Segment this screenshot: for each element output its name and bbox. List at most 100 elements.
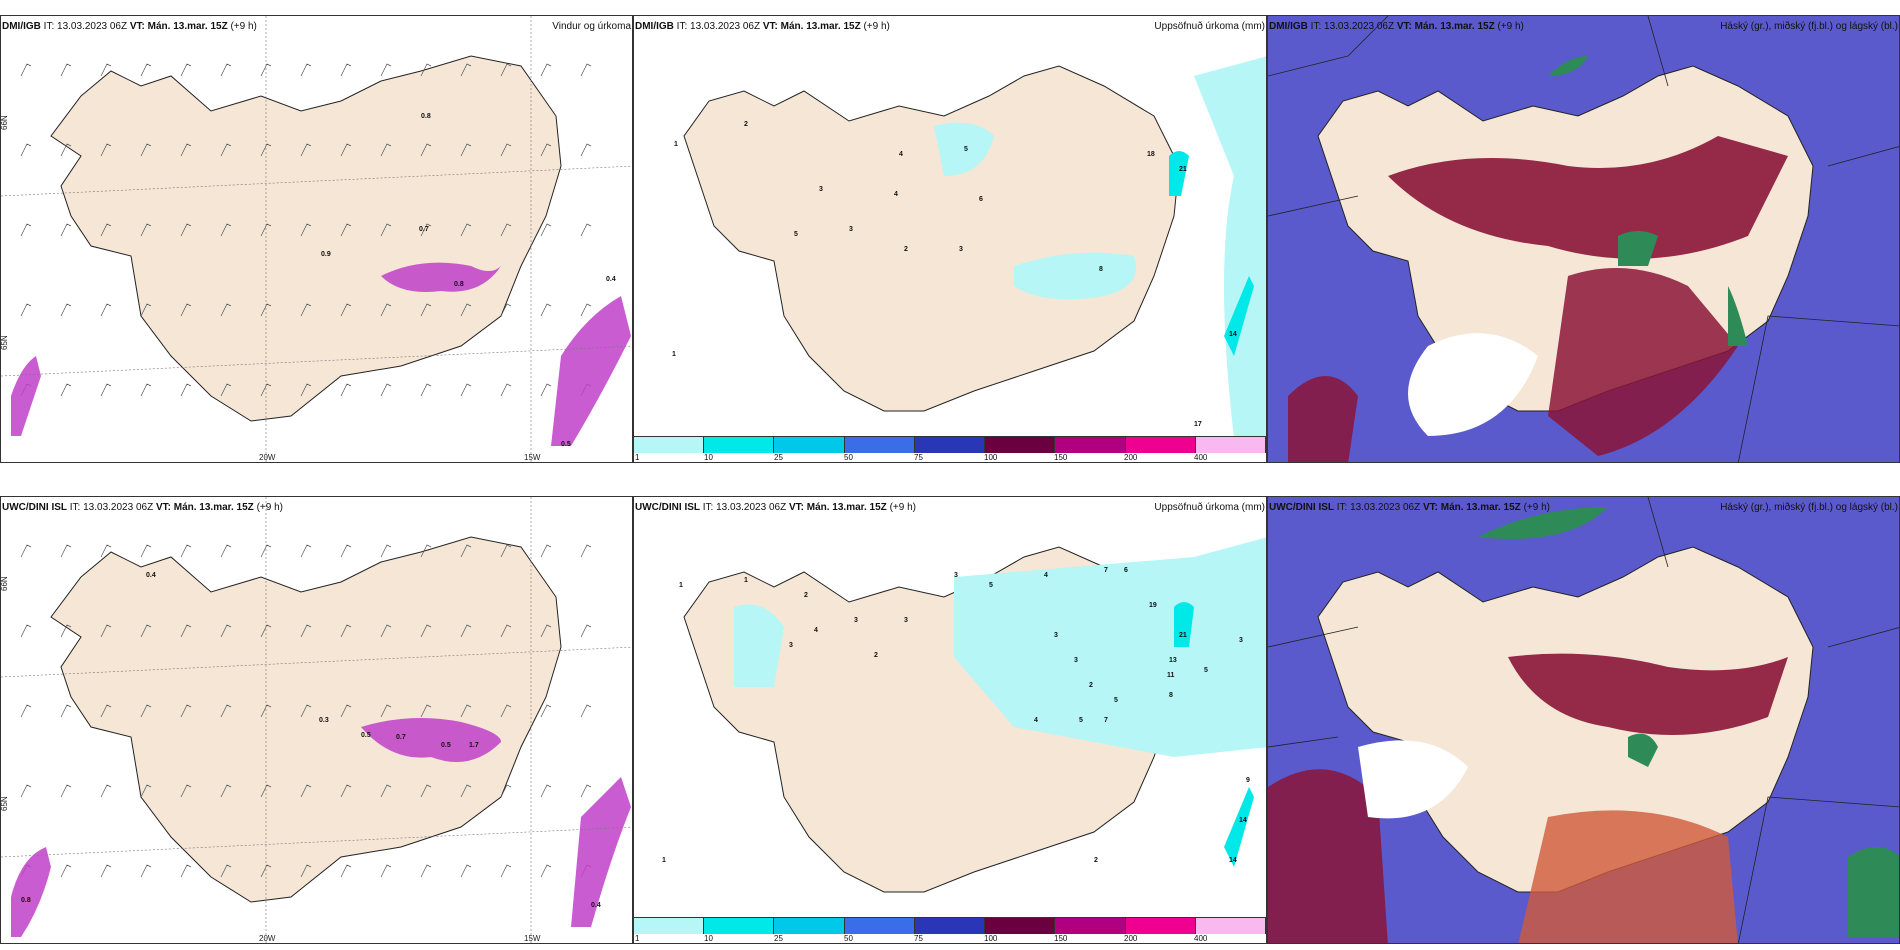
vt-label: VT: [762, 21, 778, 32]
legend-swatch [1125, 918, 1196, 934]
precip-value: 4 [894, 191, 898, 198]
wind-value: 0.9 [321, 251, 331, 258]
panel-precip-top: 1 2 3 4 5 3 4 6 5 2 3 18 21 8 14 17 1 1 [633, 15, 1267, 463]
legend-swatch [634, 918, 705, 934]
vt-value: Mán. 13.mar. 15Z [1414, 21, 1495, 32]
legend-label: 10 [704, 934, 713, 943]
panel-title: Háský (gr.), miðský (fj.bl.) og lágský (… [1720, 21, 1898, 32]
it-value: 13.03.2023 06Z [1350, 502, 1421, 513]
it-label: IT: [69, 502, 81, 513]
legend-swatch [774, 437, 845, 453]
precip-value: 3 [1054, 632, 1058, 639]
vt-label: VT: [1422, 502, 1438, 513]
legend-swatch [1195, 437, 1266, 453]
vt-value: Mán. 13.mar. 15Z [780, 21, 861, 32]
it-value: 13.03.2023 06Z [57, 21, 128, 32]
wind-value: 0.8 [421, 113, 431, 120]
precip-value: 3 [904, 617, 908, 624]
lead-time: (+9 h) [256, 502, 283, 513]
legend-label: 100 [984, 934, 998, 943]
legend-labels: 1 10 25 50 75 100 150 200 400 [634, 453, 1266, 462]
lon-15w-label: 15W [524, 934, 541, 943]
legend-label: 75 [914, 934, 923, 943]
legend-label: 75 [914, 453, 923, 462]
legend-label: 200 [1124, 934, 1138, 943]
legend-color-bar [634, 436, 1266, 453]
vt-label: VT: [788, 502, 804, 513]
legend-swatch [1055, 918, 1126, 934]
it-label: IT: [676, 21, 688, 32]
precip-value: 5 [1114, 697, 1118, 704]
legend-swatch [914, 918, 986, 934]
lat-65n-label: 65N [1, 796, 9, 811]
it-label: IT: [1336, 502, 1348, 513]
legend-swatch [634, 437, 705, 453]
precip-value: 6 [1124, 567, 1128, 574]
legend-swatch [844, 918, 915, 934]
it-label: IT: [702, 502, 714, 513]
wind-value: 0.5 [561, 441, 571, 448]
precip-value: 3 [959, 246, 963, 253]
precip-value: 3 [1239, 637, 1243, 644]
precip-map-top: 1 2 3 4 5 3 4 6 5 2 3 18 21 8 14 17 1 [634, 16, 1266, 438]
vt-label: VT: [129, 21, 145, 32]
it-value: 13.03.2023 06Z [690, 21, 761, 32]
panel-cloud-top [1267, 15, 1900, 463]
lat-66n-label: 66N [1, 115, 9, 130]
wind-value: 0.4 [591, 902, 601, 909]
legend-swatch [1125, 437, 1196, 453]
precip-value: 17 [1194, 421, 1202, 428]
precip-value: 3 [954, 572, 958, 579]
legend-swatch [774, 918, 845, 934]
model-name: DMI/IGB [1269, 21, 1308, 32]
lead-time: (+9 h) [889, 502, 916, 513]
precip-value: 8 [1099, 266, 1103, 273]
precip-value: 1 [679, 582, 683, 589]
precip-value: 3 [854, 617, 858, 624]
precip-value: 14 [1229, 331, 1237, 338]
legend-label: 150 [1054, 934, 1068, 943]
precip-map-bottom: 1 1 2 3 4 3 2 3 3 7 5 4 6 3 19 21 13 11 … [634, 497, 1266, 919]
legend-swatch [985, 437, 1056, 453]
precip-value: 4 [899, 151, 903, 158]
wind-value: 0.8 [21, 897, 31, 904]
legend-label: 1 [635, 453, 640, 462]
legend-swatch [1195, 918, 1266, 934]
precip-value: 2 [1094, 857, 1098, 864]
header-precip-bottom: UWC/DINI ISL IT: 13.03.2023 06Z VT: Mán.… [633, 500, 1267, 516]
precip-value: 1 [674, 141, 678, 148]
precip-value: 1 [744, 577, 748, 584]
precip-value: 4 [1044, 572, 1048, 579]
vt-value: Mán. 13.mar. 15Z [806, 502, 887, 513]
wind-map-top: 20W 15W 66N 65N 0.8 0.7 0.8 0.4 0.9 0.5 [1, 16, 632, 462]
model-name: DMI/IGB [2, 21, 41, 32]
precip-value: 3 [819, 186, 823, 193]
header-cloud-top: DMI/IGB IT: 13.03.2023 06Z VT: Mán. 13.m… [1267, 19, 1900, 35]
precip-value: 2 [744, 121, 748, 128]
legend-label: 150 [1054, 453, 1068, 462]
precip-value: 5 [1079, 717, 1083, 724]
precip-value: 5 [794, 231, 798, 238]
it-value: 13.03.2023 06Z [1324, 21, 1395, 32]
precip-value: 5 [1204, 667, 1208, 674]
vt-label: VT: [155, 502, 171, 513]
precip-value: 2 [1089, 682, 1093, 689]
legend-label: 400 [1194, 453, 1208, 462]
legend-swatch [1055, 437, 1126, 453]
precip-value: 2 [804, 592, 808, 599]
iceland-landmass [50, 536, 562, 903]
legend-label: 10 [704, 453, 713, 462]
legend-swatch [704, 437, 775, 453]
wind-value: 0.5 [361, 732, 371, 739]
wind-value: 0.4 [606, 276, 616, 283]
legend-swatch [985, 918, 1056, 934]
model-name: UWC/DINI ISL [1269, 502, 1334, 513]
it-label: IT: [1310, 21, 1322, 32]
lead-time: (+9 h) [1497, 21, 1524, 32]
precip-value: 21 [1179, 166, 1187, 173]
lat-66n-label: 66N [1, 576, 9, 591]
precip-legend-top: 1 10 25 50 75 100 150 200 400 [634, 436, 1266, 462]
legend-label: 200 [1124, 453, 1138, 462]
precip-value: 5 [964, 146, 968, 153]
precip-value: 7 [1104, 567, 1108, 574]
